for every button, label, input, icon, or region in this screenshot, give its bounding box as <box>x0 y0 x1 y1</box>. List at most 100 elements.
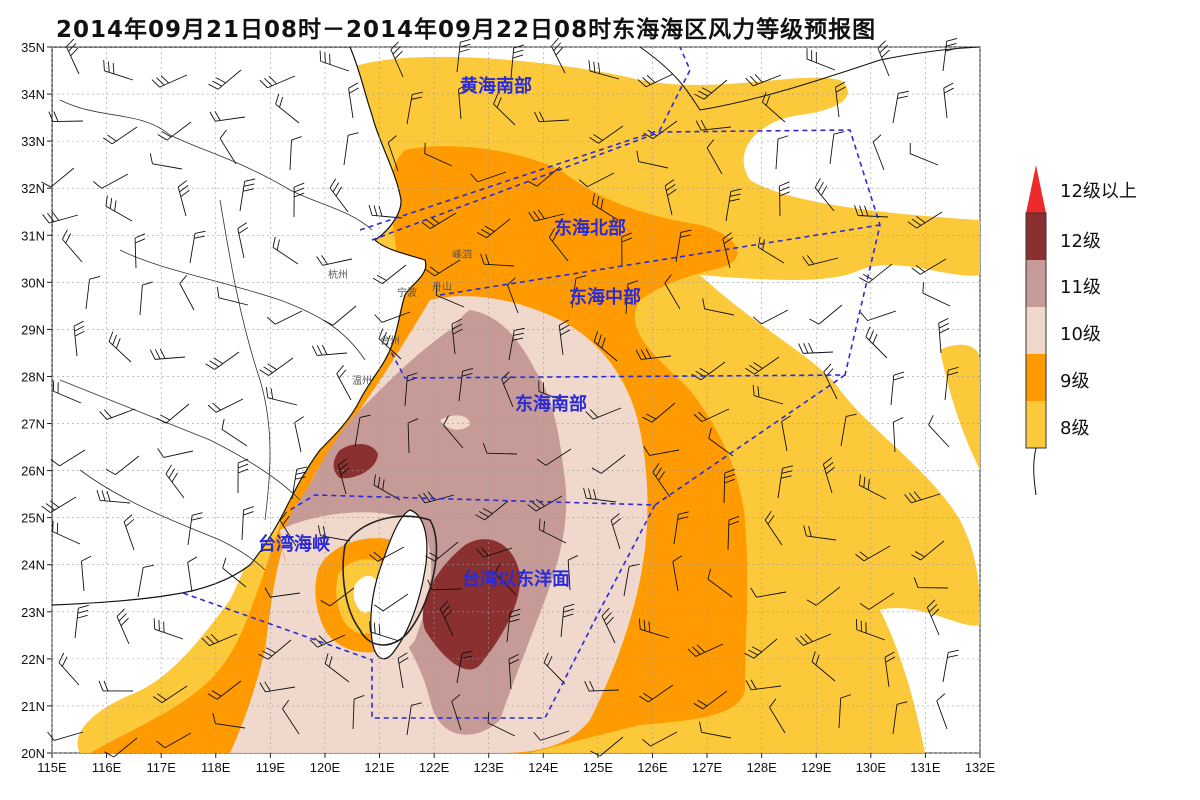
wind-barb <box>50 449 86 467</box>
x-tick-label: 128E <box>746 760 777 775</box>
wind-barb <box>762 91 786 123</box>
wind-barb <box>672 555 683 592</box>
wind-barb <box>752 384 784 405</box>
wind-barb <box>439 600 454 637</box>
wind-barb <box>105 195 133 222</box>
wind-barb <box>456 38 471 73</box>
legend-swatch-12 <box>1026 213 1046 260</box>
wind-barb <box>187 556 198 593</box>
wind-barb <box>451 318 463 355</box>
wind-barb <box>944 366 959 401</box>
wind-barb <box>551 37 566 74</box>
x-tick-label: 126E <box>637 760 668 775</box>
wind-barb <box>694 79 728 100</box>
wind-barb <box>567 555 579 591</box>
y-tick-label: 30N <box>21 275 45 290</box>
wind-barb <box>877 40 890 77</box>
x-tick-label: 119E <box>256 760 286 775</box>
wind-barb <box>157 121 192 141</box>
wind-barb <box>922 282 951 307</box>
wind-barb <box>744 638 778 659</box>
wind-barb <box>643 446 680 456</box>
wind-barb <box>675 229 692 263</box>
wind-barb <box>156 403 190 424</box>
wind-barb <box>96 489 131 504</box>
wind-barb <box>421 212 457 229</box>
x-tick-label: 125E <box>583 760 614 775</box>
wind-barb <box>482 442 518 455</box>
wind-barb <box>221 418 248 447</box>
wind-barb <box>216 287 249 306</box>
wind-barb <box>779 181 790 217</box>
wind-barb <box>317 525 351 542</box>
wind-barb <box>458 368 474 402</box>
wind-barb <box>324 653 350 683</box>
wind-barb <box>189 230 206 264</box>
legend-swatch-10 <box>1026 307 1046 354</box>
wind-barb <box>487 712 516 737</box>
city-label: 杭州 <box>328 268 348 281</box>
wind-barb <box>777 465 794 499</box>
wind-barb <box>928 415 950 448</box>
y-tick-label: 34N <box>21 87 45 102</box>
wind-barb <box>913 577 949 589</box>
x-tick-label: 123E <box>474 760 505 775</box>
x-tick-label: 117E <box>146 760 176 775</box>
wind-barb <box>425 541 459 562</box>
wind-barb <box>187 512 203 546</box>
wind-barb <box>52 520 81 545</box>
wind-barb <box>601 607 616 644</box>
wind-barb <box>264 587 301 598</box>
wind-barb <box>589 125 624 144</box>
wind-barb <box>872 134 885 171</box>
legend-swatch-11 <box>1026 260 1046 307</box>
wind-barb <box>838 694 852 729</box>
wind-barb <box>156 732 192 749</box>
y-tick-label: 25N <box>21 511 45 526</box>
wind-barb <box>294 416 304 453</box>
wind-barb <box>157 448 194 458</box>
wind-barb <box>775 135 789 170</box>
x-tick-label: 122E <box>419 760 450 775</box>
wind-barb <box>319 50 350 72</box>
wind-barb <box>508 327 525 361</box>
wind-barb <box>764 510 783 546</box>
wind-barb <box>348 82 359 119</box>
wind-barb <box>527 166 561 187</box>
wind-barb <box>85 275 101 310</box>
wind-barb <box>149 348 186 360</box>
wind-barb <box>642 731 678 747</box>
wind-barb <box>272 236 299 265</box>
region-label-north-east-china-sea: 东海北部 <box>554 217 626 239</box>
wind-barb <box>858 474 887 500</box>
city-label: 温州 <box>352 375 372 387</box>
wind-barb <box>687 643 724 657</box>
wind-barb <box>494 563 517 596</box>
wind-barb <box>293 182 305 218</box>
wind-barb <box>588 60 620 80</box>
x-tick-label: 115E <box>37 760 67 775</box>
x-tick-label: 132E <box>965 760 996 775</box>
wind-barb <box>538 518 567 544</box>
wind-barb <box>475 500 509 521</box>
y-tick-label: 24N <box>21 558 45 573</box>
wind-barb <box>139 281 153 316</box>
wind-barb <box>291 466 308 500</box>
wind-barb <box>103 126 138 145</box>
wind-barb <box>123 514 135 551</box>
wind-barb <box>528 209 565 222</box>
wind-barb <box>635 348 672 360</box>
wind-barb <box>706 139 723 175</box>
wind-barb <box>593 331 618 362</box>
wind-barb <box>578 172 615 188</box>
wind-barb <box>151 74 188 88</box>
coordinate-grid <box>47 46 981 758</box>
y-tick-label: 27N <box>21 417 45 432</box>
city-label: 宁波 <box>397 286 417 299</box>
wind-barb <box>134 233 146 269</box>
wind-barb <box>638 618 670 639</box>
wind-barb <box>406 702 422 736</box>
wind-barb <box>637 73 674 88</box>
wind-barb <box>536 448 572 466</box>
